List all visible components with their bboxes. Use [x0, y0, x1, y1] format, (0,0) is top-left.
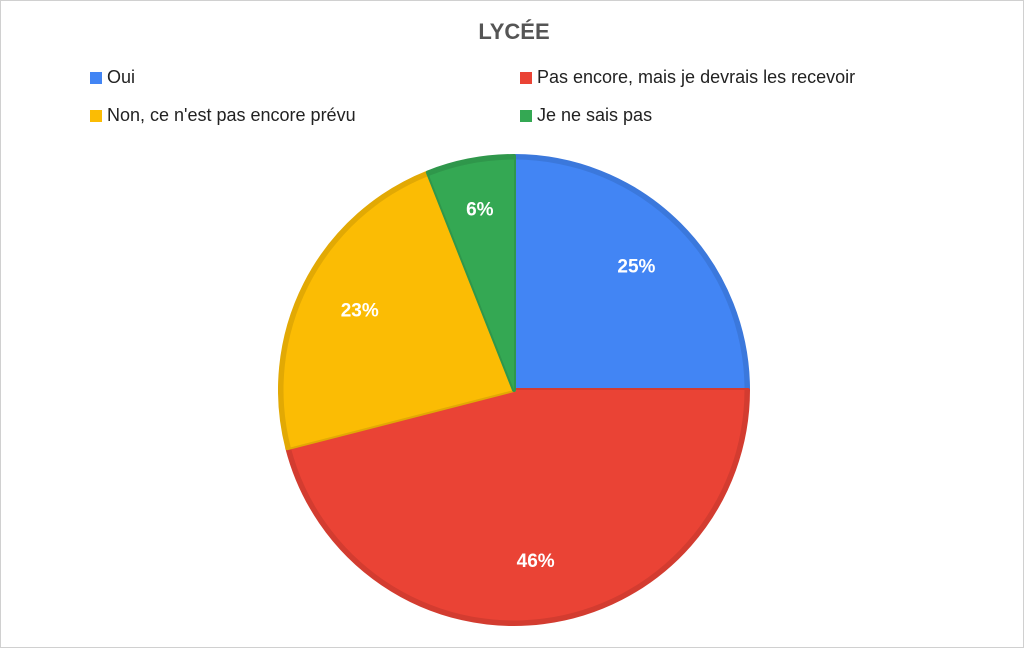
- legend-swatch: [520, 72, 532, 84]
- data-label: 23%: [341, 300, 379, 321]
- legend-swatch: [90, 110, 102, 122]
- legend-swatch: [90, 72, 102, 84]
- legend-swatch: [520, 110, 532, 122]
- legend-label: Pas encore, mais je devrais les recevoir: [537, 67, 855, 87]
- data-label: 25%: [617, 257, 655, 278]
- pie-slice-fill: [290, 390, 745, 621]
- data-label: 6%: [466, 200, 494, 221]
- chart-title: LYCÉE: [478, 19, 549, 44]
- pie-slice-fill: [429, 159, 514, 390]
- pie-slice-fill: [283, 175, 514, 448]
- pie-slice-fill: [514, 159, 745, 390]
- legend-label: Oui: [107, 67, 135, 87]
- legend-label: Je ne sais pas: [537, 105, 652, 125]
- legend-label: Non, ce n'est pas encore prévu: [107, 105, 356, 125]
- data-label: 46%: [517, 551, 555, 572]
